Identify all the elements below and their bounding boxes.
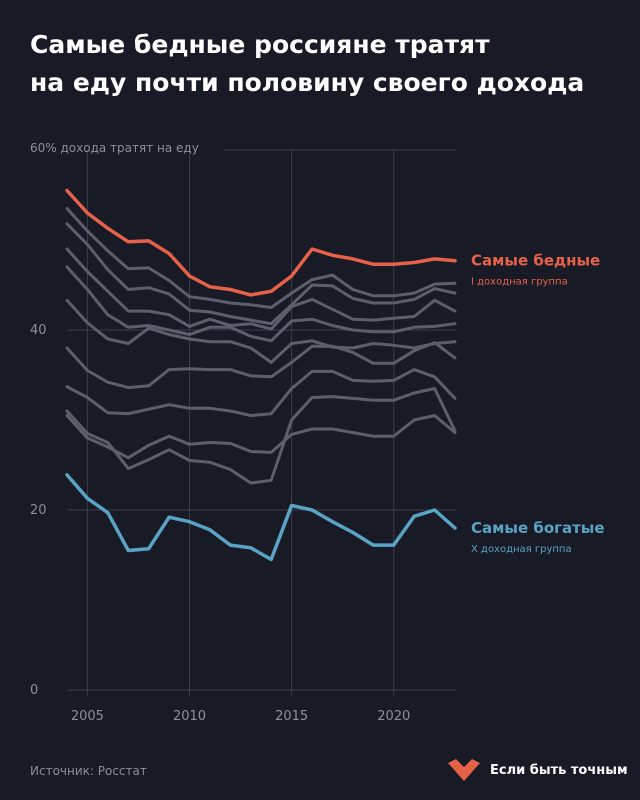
series-line-g5 [65,265,457,343]
axis-labels: 60% дохода тратят на еду 0 20 40 2005 2010 20… [30,141,410,724]
chart-grid [67,149,455,696]
source-note: Источник: Росстат [30,764,147,778]
series-label-poorest: Самые бедные [471,252,600,270]
series-lines [65,188,457,562]
series-sublabel-richest: X доходная группа [471,544,572,555]
x-tick-label-2010: 2010 [173,709,206,724]
series-sublabel-poorest: I доходная группа [471,277,568,288]
x-tick-label-2020: 2020 [377,709,410,724]
brand-name: Если быть точным [490,762,628,778]
x-tick-label-2005: 2005 [71,709,104,724]
y-axis-label: 60% дохода тратят на еду [30,141,199,155]
series-line-g3 [65,222,457,326]
series-line-g9 [65,387,457,485]
series-line-richest [65,473,457,562]
series-line-poorest [65,188,457,297]
y-tick-label-40: 40 [30,323,47,338]
x-tick-label-2015: 2015 [275,709,308,724]
series-line-g10 [65,414,457,460]
series-line-g7 [65,341,457,390]
series-line-g8 [65,368,457,417]
series-labels: Самые бедные I доходная группа Самые богат… [471,252,605,555]
series-line-g2 [65,207,457,309]
series-label-richest: Самые богатые [471,519,605,537]
series-line-g6 [65,298,457,364]
heart-logo-icon [448,759,480,781]
brand: Если быть точным [446,757,628,783]
chart-title-line-2: на еду почти половину своего дохода [30,68,585,97]
series-line-g4 [65,247,457,331]
y-tick-label-0: 0 [30,683,38,698]
y-tick-label-20: 20 [30,503,47,518]
chart-title: Самые бедные россияне тратят на еду почт… [30,26,620,102]
chart-title-line-1: Самые бедные россияне тратят [30,30,490,59]
